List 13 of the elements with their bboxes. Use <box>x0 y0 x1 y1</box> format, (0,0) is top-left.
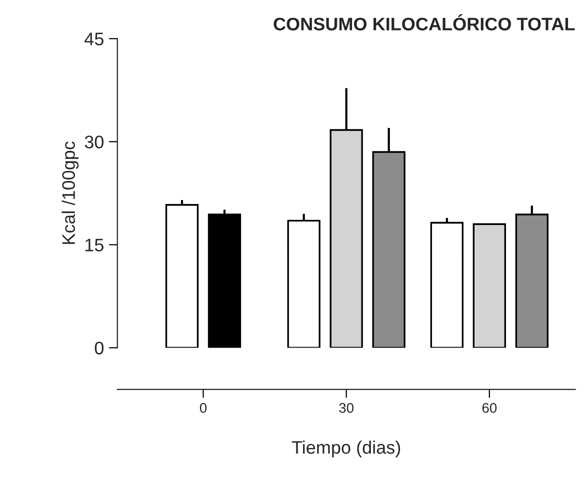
y-tick-label: 30 <box>84 136 104 148</box>
x-axis-title: Tiempo (dias) <box>292 440 400 458</box>
chart-title: CONSUMO KILOCALÓRICO TOTAL <box>274 14 575 30</box>
y-axis-title: Kcal /100gpc <box>62 141 79 244</box>
bar <box>430 222 464 348</box>
y-tick-label: 0 <box>94 342 104 354</box>
y-tick-label: 15 <box>86 238 104 252</box>
bar <box>472 223 506 348</box>
x-tick-label: 0 <box>200 402 207 413</box>
x-tick-label: 60 <box>482 402 497 413</box>
bar <box>208 214 242 348</box>
y-tick-label: 45 <box>84 32 104 46</box>
x-tick-label: 30 <box>339 402 354 413</box>
